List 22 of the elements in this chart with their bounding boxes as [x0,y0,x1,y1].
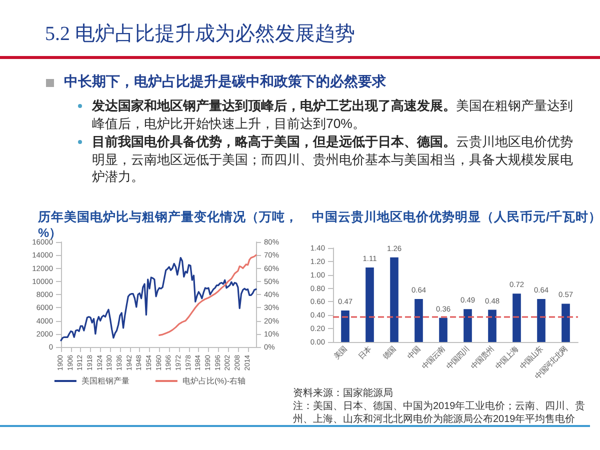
text: 注：美国、日本、德国、中国为2019年工业电价；云南、四川、贵州、上海、山东和河北北网电价为能源局公布2019年平均售电价 [293,400,586,426]
bar [390,257,398,342]
bar [439,318,448,342]
bar [512,294,521,342]
bar [366,267,374,342]
chart-title: 历年美国电炉比与粗钢产量变化情况（万吨，%） [38,210,298,240]
text: 发达国家和地区钢产量达到顶峰后，电炉工艺出现了高速发展。 [92,98,456,113]
text: 资料来源：国家能源局 [293,387,394,400]
legend-label: 美国粗钢产量 [81,376,130,386]
line-series [60,256,257,342]
chart-title: 中国云贵川地区电价优势明显（人民币元/千瓦时） [312,209,600,225]
bar [537,299,546,342]
legend-label: 电炉占比(%)-右轴 [182,376,246,386]
bar [464,309,472,342]
text: 5.2 电炉占比提升成为必然发展趋势 [45,22,355,47]
bar [562,304,570,342]
text: 目前我国电价具备优势，略高于美国，但是远低于日本、德国。 [92,134,456,149]
bar [341,310,350,342]
bar [488,310,496,342]
bar [414,299,423,342]
text: 中长期下，电炉占比提升是碳中和政策下的必然要求 [64,73,386,91]
line-series [158,254,257,336]
